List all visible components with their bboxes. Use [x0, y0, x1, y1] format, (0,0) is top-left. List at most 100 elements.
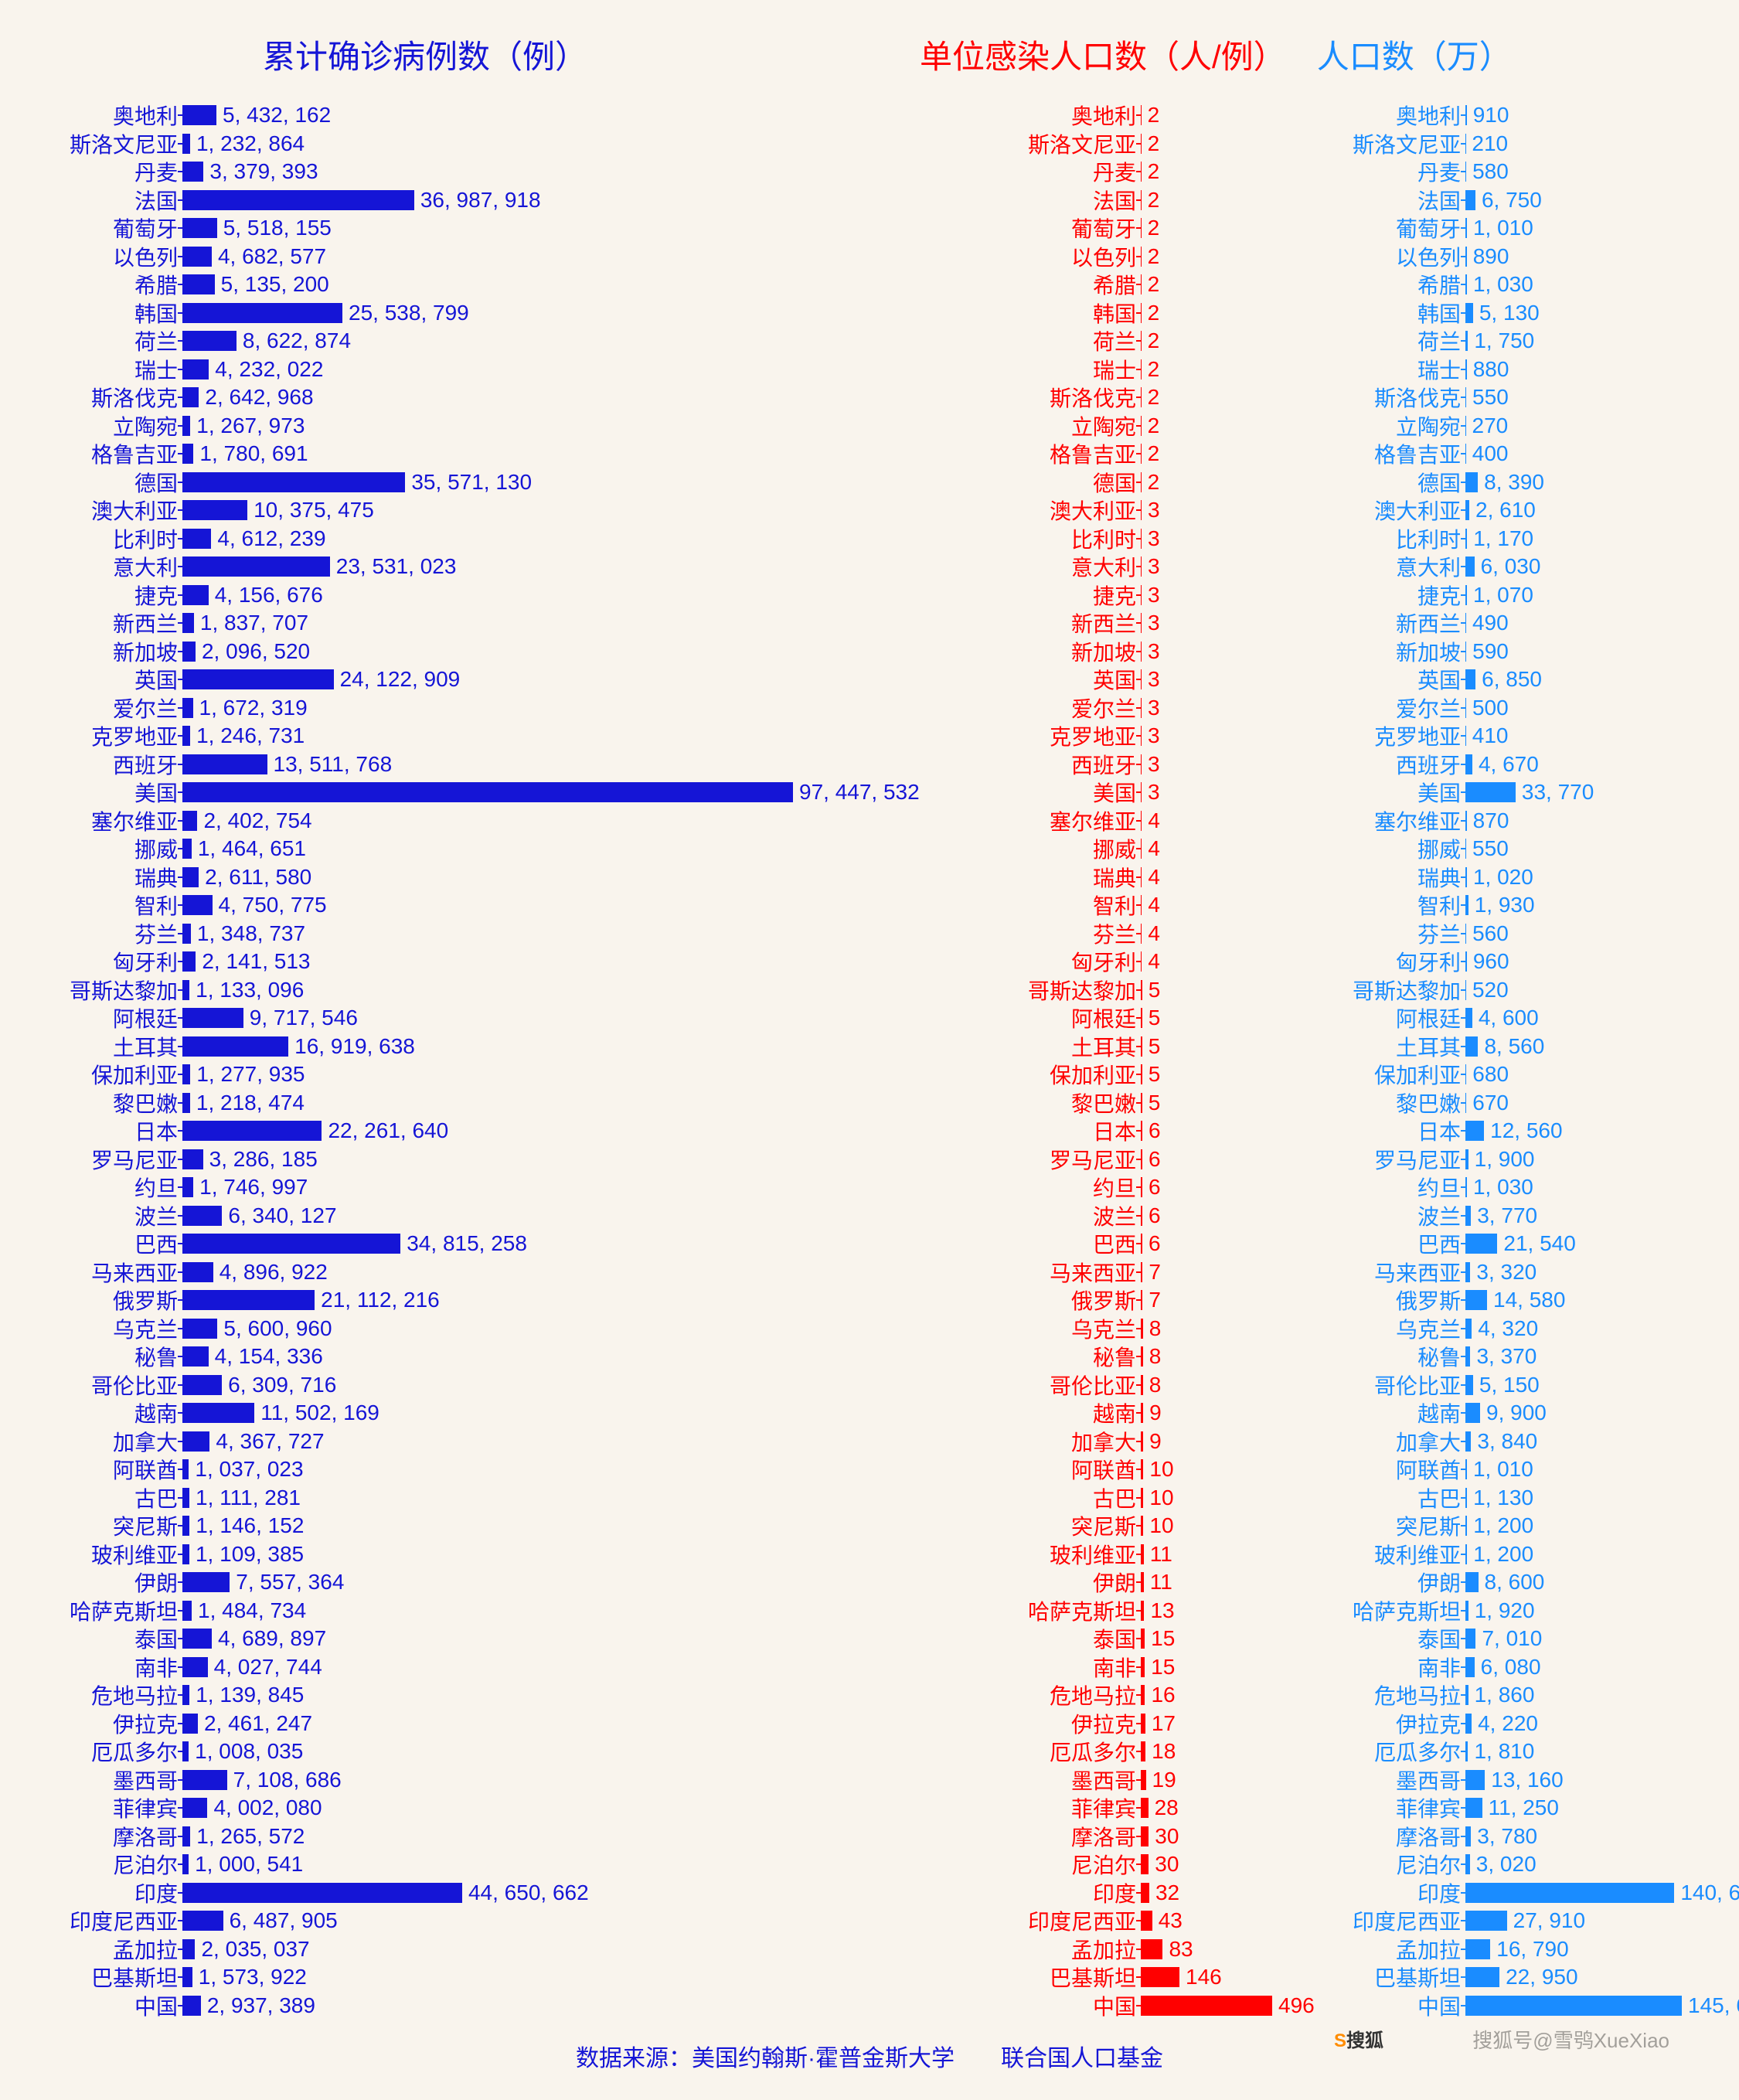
- table-row: 哥伦比亚6, 309, 716: [31, 1371, 850, 1400]
- country-label: 比利时: [850, 523, 1136, 554]
- bar-value: 9, 900: [1486, 1401, 1547, 1425]
- triple-bar-chart: 累计确诊病例数（例） 单位感染人口数（人/例） 人口数（万） 奥地利5, 432…: [0, 0, 1739, 2100]
- bar: [182, 1798, 207, 1818]
- bar: [182, 1403, 254, 1423]
- table-row: 英国24, 122, 909: [31, 665, 850, 694]
- bar: [182, 1431, 209, 1452]
- bar: [1465, 1883, 1674, 1903]
- bar-value: 4: [1148, 836, 1160, 861]
- table-row: 伊拉克2, 461, 247: [31, 1710, 850, 1738]
- table-row: 哈萨克斯坦1, 484, 734: [31, 1597, 850, 1625]
- bar: [1141, 613, 1142, 633]
- table-row: 捷克4, 156, 676: [31, 581, 850, 610]
- sohu-logo-s: S: [1334, 2030, 1346, 2051]
- country-label: 菲律宾: [850, 1792, 1136, 1823]
- table-row: 伊朗8, 600: [1291, 1568, 1724, 1597]
- bar: [182, 1770, 227, 1790]
- table-row: 英国6, 850: [1291, 665, 1724, 694]
- bar-value: 83: [1169, 1937, 1193, 1962]
- bar: [182, 331, 237, 351]
- table-row: 越南9: [850, 1399, 1291, 1428]
- bar: [182, 1601, 192, 1621]
- bar: [182, 1488, 189, 1508]
- country-label: 伊拉克: [31, 1708, 178, 1739]
- country-label: 斯洛伐克: [31, 382, 178, 413]
- bar: [182, 1516, 189, 1536]
- country-label: 瑞士: [1291, 354, 1461, 385]
- bar-value: 10, 375, 475: [254, 498, 374, 522]
- table-row: 新西兰490: [1291, 609, 1724, 638]
- bar: [1141, 303, 1142, 323]
- bar-value: 1, 672, 319: [199, 696, 308, 720]
- bar: [182, 867, 199, 887]
- country-label: 格鲁吉亚: [31, 438, 178, 469]
- country-label: 马来西亚: [31, 1257, 178, 1288]
- bar-value: 1, 139, 845: [196, 1683, 304, 1707]
- bar-value: 880: [1473, 357, 1509, 382]
- bar-value: 4, 002, 080: [213, 1795, 322, 1820]
- bar: [182, 1093, 190, 1113]
- bar-value: 210: [1472, 131, 1508, 156]
- table-row: 智利4: [850, 891, 1291, 920]
- country-label: 危地马拉: [1291, 1680, 1461, 1710]
- country-label: 保加利亚: [1291, 1059, 1461, 1090]
- table-row: 巴基斯坦1, 573, 922: [31, 1963, 850, 1992]
- bar: [182, 1544, 189, 1564]
- bar-value: 3: [1148, 554, 1160, 579]
- bar: [1141, 1346, 1143, 1367]
- bar: [1141, 105, 1142, 125]
- table-row: 尼泊尔30: [850, 1850, 1291, 1879]
- country-label: 日本: [31, 1115, 178, 1146]
- bar: [182, 895, 213, 915]
- country-label: 波兰: [31, 1200, 178, 1231]
- bar-value: 1, 900: [1475, 1147, 1535, 1172]
- bar-value: 6, 850: [1482, 667, 1542, 692]
- table-row: 危地马拉16: [850, 1681, 1291, 1710]
- table-row: 澳大利亚3: [850, 496, 1291, 525]
- country-label: 阿根廷: [850, 1002, 1136, 1033]
- table-row: 马来西亚7: [850, 1258, 1291, 1287]
- bar-value: 680: [1472, 1062, 1509, 1087]
- bar: [1141, 642, 1142, 662]
- bar: [1465, 1149, 1468, 1169]
- table-row: 立陶宛2: [850, 412, 1291, 441]
- bar: [182, 1714, 198, 1734]
- country-label: 捷克: [850, 580, 1136, 611]
- bar: [182, 1883, 462, 1903]
- country-label: 丹麦: [850, 156, 1136, 187]
- table-row: 印度140, 660: [1291, 1879, 1724, 1908]
- bar-value: 19: [1152, 1768, 1176, 1792]
- table-row: 约旦6: [850, 1173, 1291, 1202]
- bar-value: 8: [1149, 1316, 1162, 1341]
- bar-value: 1, 750: [1474, 328, 1534, 353]
- bar-value: 1, 246, 731: [196, 723, 305, 748]
- bar-value: 9, 717, 546: [250, 1006, 358, 1030]
- bar: [1141, 1149, 1142, 1169]
- country-label: 塞尔维亚: [850, 805, 1136, 836]
- bar-value: 2, 937, 389: [207, 1993, 315, 2018]
- table-row: 阿联酋1, 010: [1291, 1455, 1724, 1484]
- table-row: 日本22, 261, 640: [31, 1117, 850, 1145]
- bar-value: 32: [1155, 1880, 1179, 1905]
- country-label: 奥地利: [850, 100, 1136, 131]
- bar-value: 14, 580: [1493, 1288, 1565, 1312]
- country-label: 立陶宛: [1291, 410, 1461, 441]
- bar: [1465, 669, 1475, 689]
- bar-value: 1, 484, 734: [198, 1598, 306, 1623]
- country-label: 土耳其: [31, 1031, 178, 1062]
- country-label: 阿联酋: [1291, 1454, 1461, 1485]
- country-label: 法国: [850, 185, 1136, 216]
- bar: [182, 839, 192, 859]
- bar: [1141, 839, 1142, 859]
- bar-value: 2: [1148, 244, 1160, 269]
- country-label: 古巴: [1291, 1482, 1461, 1513]
- table-row: 挪威550: [1291, 835, 1724, 863]
- bar: [1141, 895, 1142, 915]
- country-label: 斯洛文尼亚: [31, 128, 178, 159]
- bar-value: 5, 130: [1479, 301, 1540, 325]
- bar: [1465, 247, 1467, 267]
- bar-value: 5, 518, 155: [223, 216, 332, 240]
- country-label: 德国: [850, 467, 1136, 498]
- bar-value: 4, 612, 239: [217, 526, 325, 551]
- bar-value: 2: [1148, 188, 1160, 213]
